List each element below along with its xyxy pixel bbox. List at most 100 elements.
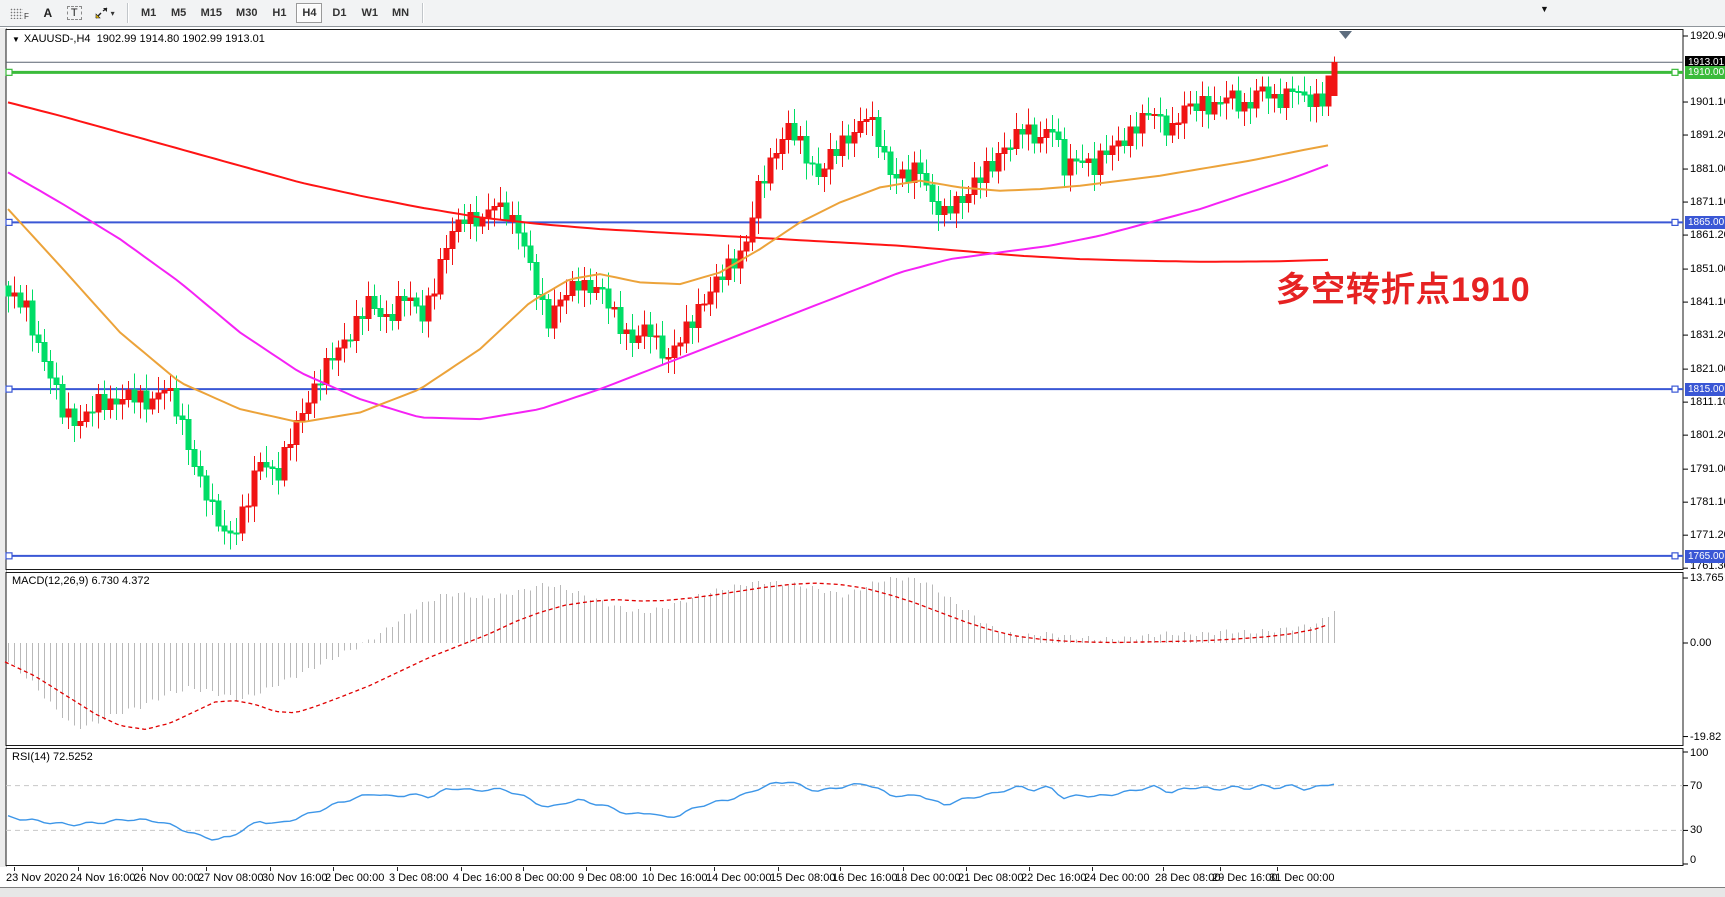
date-tick	[586, 867, 587, 871]
ma-red	[7, 101, 1329, 263]
price-tick: 1791.00	[1690, 463, 1725, 476]
rsi-panel-canvas[interactable]	[0, 747, 1688, 867]
price-tick: 1811.10	[1690, 396, 1725, 409]
date-tick	[461, 867, 462, 871]
date-label: 9 Dec 08:00	[578, 872, 638, 884]
toolbar-separator-2	[422, 3, 424, 23]
chevron-down-icon: ▾	[110, 8, 115, 18]
date-label: 29 Dec 16:00	[1212, 872, 1278, 884]
date-axis[interactable]: 23 Nov 2020 24 Nov 16:00 26 Nov 00:00 27 No…	[0, 867, 1725, 887]
level-price-box: 1765.00	[1685, 549, 1725, 563]
rsi-tick: 70	[1690, 779, 1703, 792]
date-label: 31 Dec 00:00	[1269, 872, 1335, 884]
toolbar-separator	[126, 3, 128, 23]
price-tick: 1881.00	[1690, 163, 1725, 176]
date-tick	[966, 867, 967, 871]
shift-marker-icon	[1339, 31, 1352, 39]
timeframe-m5[interactable]: M5	[171, 7, 187, 19]
rsi-line	[7, 781, 1335, 841]
date-label: 15 Dec 08:00	[770, 872, 836, 884]
symbol-dropdown-icon[interactable]: ▼	[12, 35, 20, 44]
date-tick	[397, 867, 398, 871]
text-label-button[interactable]: T	[62, 2, 87, 24]
timeframe-m1[interactable]: M1	[141, 7, 157, 19]
macd-tick: -19.82	[1690, 730, 1722, 743]
date-tick	[78, 867, 79, 871]
price-tick: 1851.00	[1690, 263, 1725, 276]
timeframe-mn[interactable]: MN	[391, 7, 410, 19]
date-tick	[142, 867, 143, 871]
timeframe-h4[interactable]: H4	[296, 3, 323, 23]
main-chart-canvas[interactable]	[0, 29, 1688, 570]
objects-grid-button[interactable]: F	[5, 2, 34, 24]
horizontal-levels	[5, 68, 1683, 560]
date-label: 24 Dec 00:00	[1084, 872, 1150, 884]
date-label: 14 Dec 00:00	[706, 872, 772, 884]
date-tick	[1163, 867, 1164, 871]
level-price-box: 1815.00	[1685, 383, 1725, 397]
date-tick	[333, 867, 334, 871]
timeframe-m15[interactable]: M15	[200, 7, 223, 19]
price-tick: 1801.20	[1690, 429, 1725, 442]
timeframe-d1[interactable]: D1	[332, 7, 347, 19]
arrows-dropdown-button[interactable]: ▾	[89, 2, 120, 24]
window-bottom-edge	[0, 887, 1725, 897]
date-tick	[840, 867, 841, 871]
grid-f-label: F	[24, 11, 29, 21]
macd-label: MACD(12,26,9) 6.730 4.372	[12, 575, 150, 587]
timeframe-m30[interactable]: M30	[236, 7, 258, 19]
price-tick: 1891.20	[1690, 129, 1725, 142]
date-label: 21 Dec 08:00	[958, 872, 1024, 884]
macd-panel-canvas[interactable]	[0, 571, 1688, 748]
date-tick	[650, 867, 651, 871]
price-tick: 1841.10	[1690, 296, 1725, 309]
current-price-box: 1913.01	[1685, 56, 1725, 70]
toolbar-overflow-icon[interactable]: ▼	[1540, 4, 1549, 14]
date-tick	[270, 867, 271, 871]
chart-title: ▼ XAUUSD-,H4 1902.99 1914.80 1902.99 1913…	[12, 33, 265, 45]
date-tick	[523, 867, 524, 871]
price-axis[interactable]: 1920.90 1901.10 1891.20 1881.00 1871.10 1861.…	[1685, 29, 1725, 867]
date-tick	[903, 867, 904, 871]
price-tick: 1781.10	[1690, 496, 1725, 509]
price-tick: 1831.20	[1690, 329, 1725, 342]
dots-grid-icon	[10, 7, 23, 19]
date-tick	[1220, 867, 1221, 871]
rsi-tick: 100	[1690, 747, 1709, 759]
price-tick: 1871.10	[1690, 196, 1725, 209]
date-label: 4 Dec 16:00	[453, 872, 513, 884]
chart-annotation: 多空转折点1910	[1276, 271, 1531, 309]
date-tick	[778, 867, 779, 871]
level-price-box: 1910.00	[1685, 66, 1725, 80]
date-label: 8 Dec 00:00	[515, 872, 575, 884]
date-tick	[206, 867, 207, 871]
arrows-icon	[95, 6, 108, 18]
rsi-tick: 30	[1690, 824, 1703, 837]
date-label: 10 Dec 16:00	[642, 872, 708, 884]
price-tick: 1901.10	[1690, 96, 1725, 109]
price-tick: 1920.90	[1690, 30, 1725, 42]
price-tick: 1861.20	[1690, 229, 1725, 242]
timeframe-h1[interactable]: H1	[272, 7, 287, 19]
font-button[interactable]: A	[36, 2, 60, 24]
timeframe-group: M1 M5 M15 M30 H1 H4 D1 W1 MN	[134, 3, 416, 23]
date-tick	[14, 867, 15, 871]
ma-orange	[7, 144, 1329, 423]
date-label: 18 Dec 00:00	[895, 872, 961, 884]
macd-signal-line	[4, 582, 1329, 731]
macd-tick: 0.00	[1690, 637, 1712, 649]
chart-title-text: XAUUSD-,H4 1902.99 1914.80 1902.99 1913.…	[23, 33, 265, 45]
timeframe-w1[interactable]: W1	[361, 7, 378, 19]
date-label: 30 Nov 16:00	[262, 872, 328, 884]
rsi-label: RSI(14) 72.5252	[12, 751, 93, 763]
date-label: 2 Dec 00:00	[325, 872, 385, 884]
font-a-label: A	[43, 6, 53, 20]
date-label: 24 Nov 16:00	[70, 872, 136, 884]
date-tick	[714, 867, 715, 871]
date-label: 28 Dec 08:00	[1155, 872, 1221, 884]
ma-magenta	[7, 164, 1329, 421]
date-label: 22 Dec 16:00	[1021, 872, 1087, 884]
level-price-box: 1865.00	[1685, 216, 1725, 230]
date-label: 16 Dec 16:00	[832, 872, 898, 884]
